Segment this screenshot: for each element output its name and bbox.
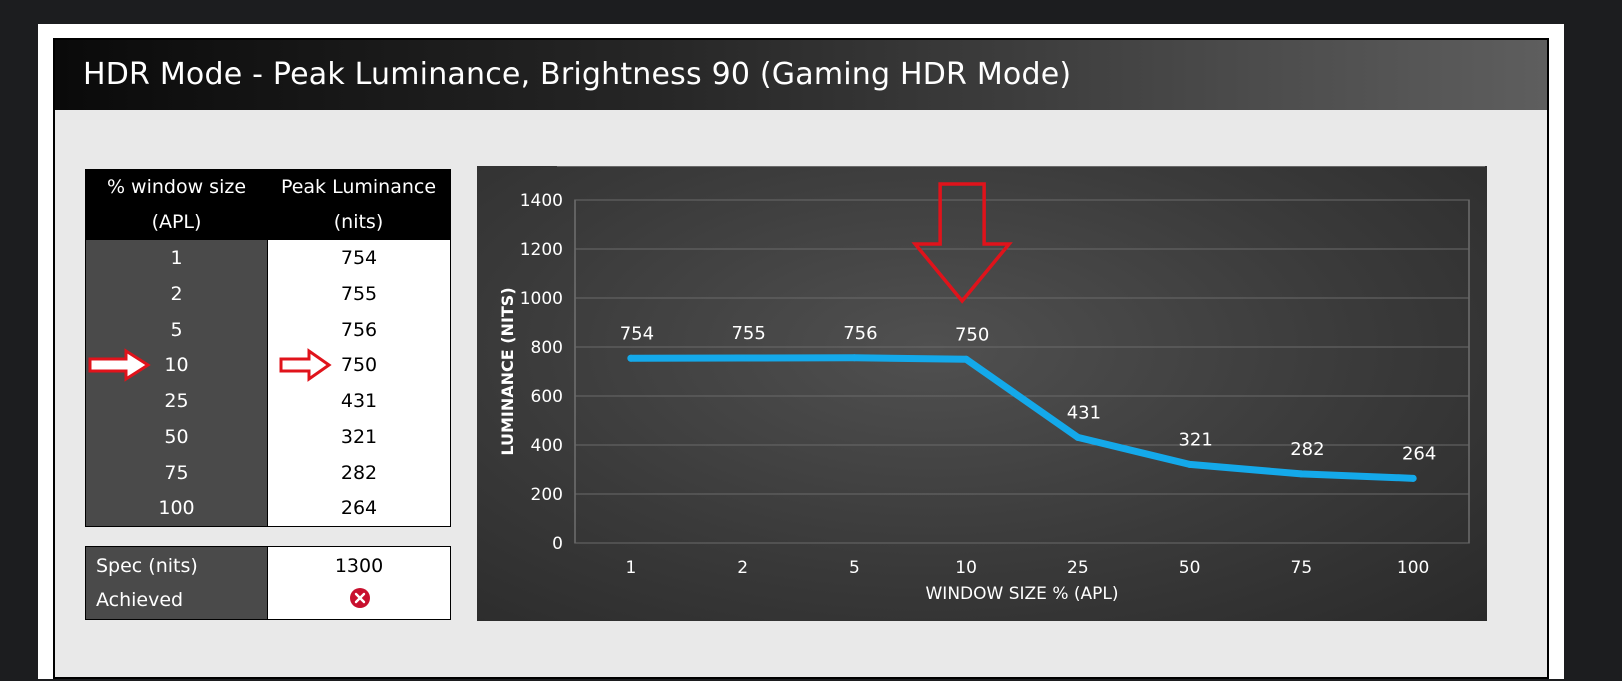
y-tick-label: 600 (531, 387, 563, 407)
x-axis-title: WINDOW SIZE % (APL) (926, 584, 1119, 604)
data-point (1186, 460, 1194, 468)
spec-label: Spec (nits) (96, 555, 198, 577)
data-label: 321 (1178, 429, 1212, 450)
series-line (627, 354, 1417, 482)
y-tick-label: 400 (531, 436, 563, 456)
table-cell-nits: 282 (340, 461, 378, 484)
data-label: 756 (843, 323, 877, 344)
table-cell-nits: 321 (340, 425, 378, 448)
achieved-label: Achieved (96, 589, 184, 611)
table-cell-apl: 25 (164, 390, 189, 412)
data-point (739, 354, 747, 362)
table-cell-nits: 756 (340, 318, 378, 341)
table-cell-nits: 754 (340, 247, 378, 269)
page-title: HDR Mode - Peak Luminance, Brightness 90… (83, 57, 1072, 92)
data-point (627, 354, 635, 362)
y-tick-label: 200 (531, 485, 563, 505)
spec-value: 1300 (334, 555, 384, 577)
nits-column: 754 755 756 750 431 321 282 264 (267, 240, 450, 526)
data-label: 754 (620, 323, 654, 344)
table-cell-nits: 755 (340, 282, 378, 305)
report-panel: HDR Mode - Peak Luminance, Brightness 90… (38, 24, 1564, 679)
table-cell-apl: 10 (164, 354, 189, 377)
table-cell-apl: 2 (170, 282, 183, 305)
title-bar: HDR Mode - Peak Luminance, Brightness 90… (55, 40, 1547, 110)
highlight-arrow-icon (279, 348, 332, 383)
luminance-table: % window size (APL) Peak Luminance (nits… (85, 169, 451, 527)
plot-area (574, 199, 1470, 544)
data-point (1297, 470, 1305, 478)
x-tick-label: 75 (1291, 558, 1313, 578)
spec-table: Spec (nits) Achieved 1300 (85, 546, 451, 620)
y-tick-label: 1200 (520, 240, 563, 260)
y-tick-label: 1400 (520, 191, 563, 211)
y-tick-label: 0 (552, 534, 563, 554)
data-label: 264 (1402, 443, 1436, 464)
data-label: 755 (731, 323, 765, 344)
red-x-circle-icon (350, 588, 370, 608)
y-tick-label: 800 (531, 338, 563, 358)
x-tick-label: 25 (1067, 558, 1089, 578)
data-label: 282 (1290, 439, 1324, 460)
x-tick-label: 10 (955, 558, 977, 578)
x-tick-label: 100 (1397, 558, 1429, 578)
table-cell-apl: 5 (170, 318, 183, 341)
column-header-peak-luminance: Peak Luminance (nits) (267, 170, 450, 240)
table-cell-apl: 75 (164, 461, 189, 484)
report-frame: HDR Mode - Peak Luminance, Brightness 90… (53, 38, 1549, 679)
y-axis-title: LUMINANCE (NITS) (498, 287, 517, 455)
luminance-chart: 0 200 400 600 800 1000 1200 1400 1 2 5 10 25 50 75 100 W… (477, 166, 1487, 621)
data-point (962, 355, 970, 363)
data-point (850, 354, 858, 362)
x-tick-label: 5 (849, 558, 860, 578)
data-label: 750 (955, 324, 989, 345)
y-tick-label: 1000 (520, 289, 563, 309)
x-tick-label: 1 (625, 558, 636, 578)
column-header-apl: % window size (APL) (86, 170, 267, 240)
x-tick-label: 50 (1179, 558, 1201, 578)
table-cell-apl: 100 (158, 497, 195, 520)
x-tick-label: 2 (737, 558, 748, 578)
table-cell-nits: 264 (340, 497, 378, 520)
table-cell-apl: 50 (164, 425, 189, 448)
apl-column: 1 2 5 10 25 50 75 100 (86, 240, 267, 526)
table-cell-nits: 431 (340, 390, 378, 412)
data-point (1074, 433, 1082, 441)
data-point (1409, 474, 1417, 482)
table-cell-apl: 1 (170, 247, 183, 269)
data-label: 431 (1067, 402, 1101, 423)
highlight-arrow-icon (88, 348, 151, 382)
table-cell-nits: 750 (340, 354, 378, 377)
highlight-down-arrow-icon (911, 182, 1013, 304)
